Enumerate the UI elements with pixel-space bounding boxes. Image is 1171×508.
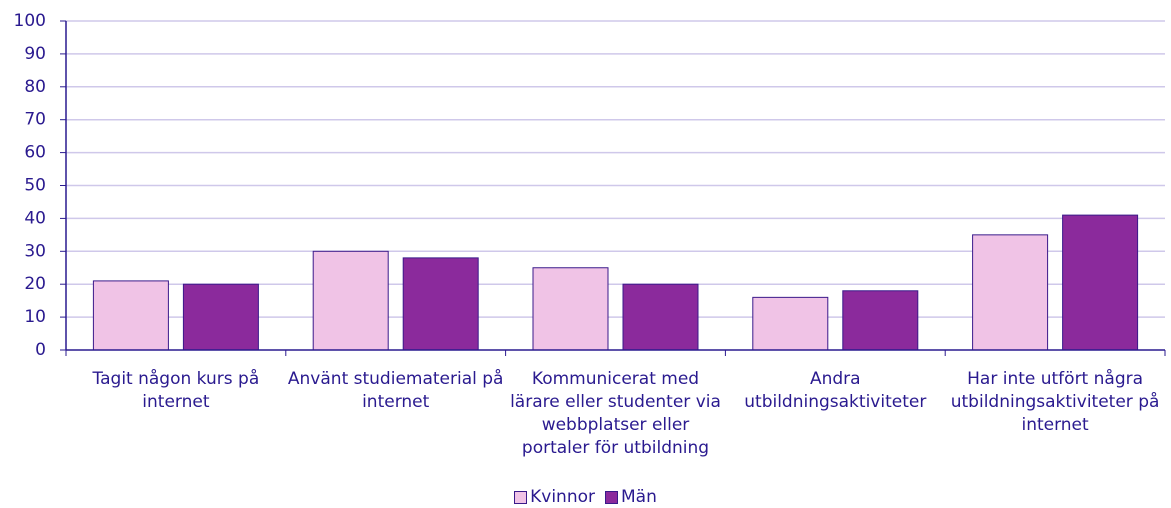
y-tick-label: 80 (24, 77, 46, 97)
bar (752, 296, 829, 351)
legend-swatch (514, 490, 528, 504)
legend: Kvinnor Män (0, 487, 1171, 507)
legend-swatch (605, 490, 618, 504)
bar (182, 283, 259, 351)
legend-item: Män (605, 487, 657, 507)
bar (842, 290, 919, 351)
bar (1062, 214, 1139, 351)
y-tick-label: 60 (24, 143, 46, 163)
x-tick-label: Har inte utfört några utbildningsaktivit… (950, 369, 1160, 435)
x-tick-label: Tagit någon kurs på internet (92, 369, 260, 412)
y-tick-label: 90 (24, 44, 46, 64)
y-tick-label: 10 (24, 307, 46, 327)
y-tick-label: 70 (24, 110, 46, 130)
bar (92, 280, 169, 351)
bar (312, 250, 389, 351)
x-tick-label: Använt studiematerial på internet (287, 369, 504, 412)
y-tick-label: 40 (24, 208, 46, 228)
bar (402, 257, 479, 351)
y-tick-label: 50 (24, 176, 46, 196)
bar (532, 267, 609, 351)
y-tick-label: 20 (24, 274, 46, 294)
legend-label: Män (621, 487, 657, 507)
legend-item: Kvinnor (514, 487, 595, 507)
legend-label: Kvinnor (530, 487, 595, 507)
y-tick-label: 30 (24, 241, 46, 261)
bar (972, 234, 1049, 351)
y-tick-label: 100 (14, 11, 46, 31)
x-tick-label: Andra utbildningsaktiviteter (744, 369, 927, 412)
bar (622, 283, 699, 351)
x-tick-label: Kommunicerat med lärare eller studenter … (510, 369, 721, 458)
y-tick-label: 0 (35, 340, 46, 360)
